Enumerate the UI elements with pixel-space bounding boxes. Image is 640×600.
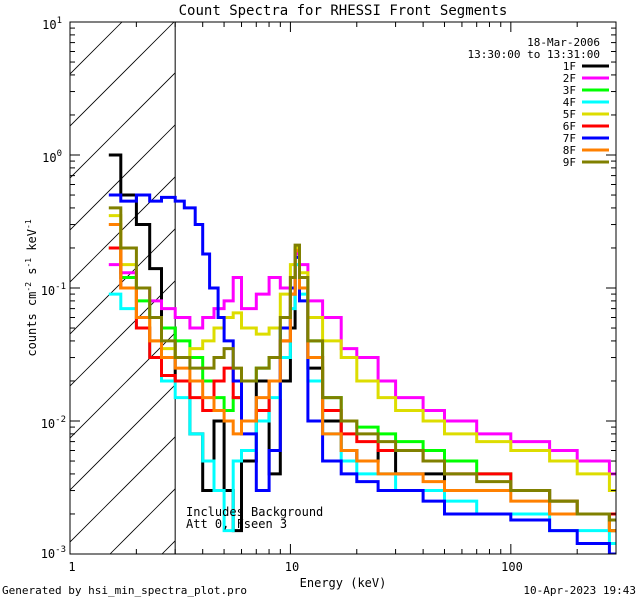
legend-label-6f: 6F [563,120,576,133]
x-tick-label-1: 1 [68,560,75,574]
hatch-line [70,228,176,335]
hatch-line [70,22,175,127]
legend-label-2f: 2F [563,72,576,85]
series-line-9f [108,206,616,522]
legend-label-8f: 8F [563,144,576,157]
hatch-line [70,436,176,543]
annotation-background: Includes Background [186,505,323,519]
axis-ticks [69,21,617,555]
legend-label-4f: 4F [563,96,576,109]
legend-label-9f: 9F [563,156,576,169]
legend-label-7f: 7F [563,132,576,145]
series-line-4f [108,263,616,545]
y-tick-label-2: 100 [42,149,62,165]
x-tick-label-100: 100 [501,560,523,574]
series-line-8f [108,223,616,533]
hatch-line [70,280,176,387]
shaded-region-hatch [70,22,640,554]
x-axis-label: Energy (keV) [300,576,387,590]
y-tick-label-5: 10-3 [41,545,66,561]
footer-timestamp: 10-Apr-2023 19:43 [523,584,636,597]
hatch-line [70,72,176,179]
annotation-attenuator: Att 0, Fseen 3 [186,517,287,531]
date-label: 18-Mar-2006 [527,36,600,49]
legend-label-5f: 5F [563,108,576,121]
y-axis-label: counts cm-2 s-1 keV-1 [24,219,39,356]
chart-title: Count Spectra for RHESSI Front Segments [179,3,508,19]
legend-label-1f: 1F [563,60,576,73]
series-line-5f [108,214,616,492]
y-tick-label-4: 10-2 [41,415,66,431]
series-lines [108,153,616,554]
y-tick-label-1: 101 [42,16,62,32]
series-line-3f [108,246,616,533]
legend-label-3f: 3F [563,84,576,97]
hatch-line [70,384,176,491]
footer-generated-by: Generated by hsi_min_spectra_plot.pro [2,584,247,597]
x-tick-label-10: 10 [285,560,299,574]
hatch-line [630,22,640,554]
series-line-7f [108,193,616,554]
y-tick-label-3: 10-1 [41,282,66,298]
time-range-label: 13:30:00 to 13:31:00 [468,48,600,61]
